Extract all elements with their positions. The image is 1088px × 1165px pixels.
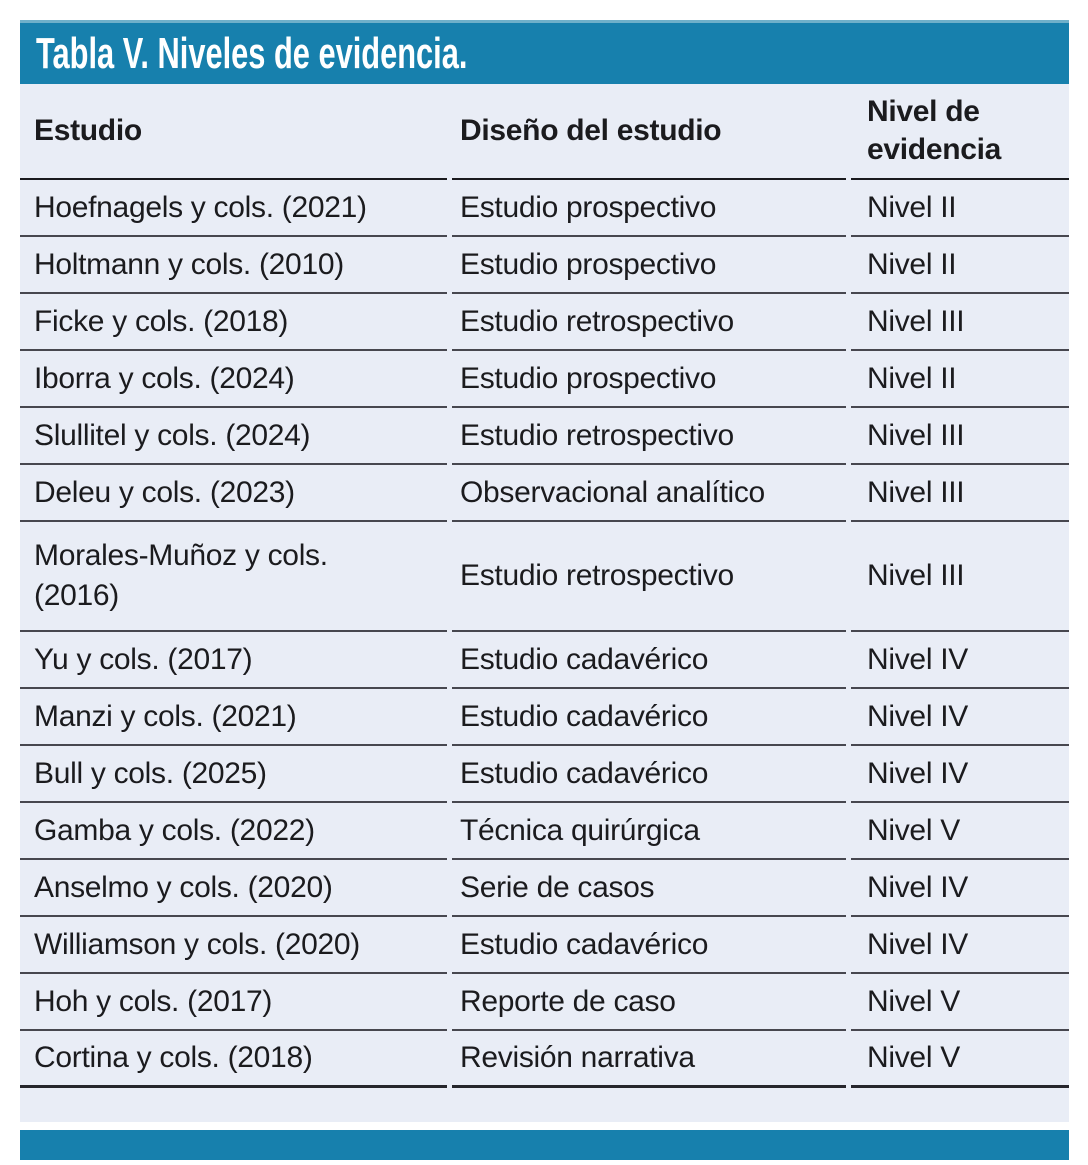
cell-nivel: Nivel IV <box>851 860 1069 917</box>
cell-diseno: Estudio prospectivo <box>452 180 846 237</box>
table-row: Anselmo y cols. (2020) Serie de casos Ni… <box>20 860 1069 917</box>
cell-diseno: Estudio cadavérico <box>452 917 846 974</box>
cell-estudio: Yu y cols. (2017) <box>20 632 447 689</box>
table-row: Ficke y cols. (2018) Estudio retrospecti… <box>20 294 1069 351</box>
cell-nivel: Nivel III <box>851 522 1069 632</box>
table-row: Deleu y cols. (2023) Observacional analí… <box>20 465 1069 522</box>
cell-estudio: Deleu y cols. (2023) <box>20 465 447 522</box>
table-row: Williamson y cols. (2020) Estudio cadavé… <box>20 917 1069 974</box>
cell-nivel: Nivel V <box>851 1031 1069 1088</box>
cell-estudio: Ficke y cols. (2018) <box>20 294 447 351</box>
cell-diseno: Serie de casos <box>452 860 846 917</box>
table-row: Bull y cols. (2025) Estudio cadavérico N… <box>20 746 1069 803</box>
table-row: Holtmann y cols. (2010) Estudio prospect… <box>20 237 1069 294</box>
cell-nivel: Nivel V <box>851 803 1069 860</box>
column-header-diseno: Diseño del estudio <box>452 84 846 180</box>
cell-estudio: Iborra y cols. (2024) <box>20 351 447 408</box>
cell-diseno: Reporte de caso <box>452 974 846 1031</box>
cell-nivel: Nivel II <box>851 237 1069 294</box>
cell-nivel: Nivel III <box>851 465 1069 522</box>
cell-estudio: Hoefnagels y cols. (2021) <box>20 180 447 237</box>
cell-diseno: Estudio prospectivo <box>452 237 846 294</box>
cell-diseno: Estudio cadavérico <box>452 746 846 803</box>
cell-estudio: Manzi y cols. (2021) <box>20 689 447 746</box>
cell-estudio: Slullitel y cols. (2024) <box>20 408 447 465</box>
evidence-table: Estudio Diseño del estudio Nivel de evid… <box>20 84 1069 1088</box>
cell-diseno: Observacional analítico <box>452 465 846 522</box>
cell-diseno: Revisión narrativa <box>452 1031 846 1088</box>
cell-nivel: Nivel III <box>851 294 1069 351</box>
cell-estudio: Holtmann y cols. (2010) <box>20 237 447 294</box>
column-header-estudio: Estudio <box>20 84 447 180</box>
cell-estudio: Cortina y cols. (2018) <box>20 1031 447 1088</box>
table-row: Hoefnagels y cols. (2021) Estudio prospe… <box>20 180 1069 237</box>
column-header-nivel: Nivel de evidencia <box>851 84 1069 180</box>
table-row: Slullitel y cols. (2024) Estudio retrosp… <box>20 408 1069 465</box>
table-row: Yu y cols. (2017) Estudio cadavérico Niv… <box>20 632 1069 689</box>
cell-nivel: Nivel II <box>851 180 1069 237</box>
table-row: Hoh y cols. (2017) Reporte de caso Nivel… <box>20 974 1069 1031</box>
cell-diseno: Estudio prospectivo <box>452 351 846 408</box>
cell-diseno: Técnica quirúrgica <box>452 803 846 860</box>
evidence-table-container: Estudio Diseño del estudio Nivel de evid… <box>20 84 1069 1122</box>
cell-nivel: Nivel IV <box>851 632 1069 689</box>
cell-estudio: Gamba y cols. (2022) <box>20 803 447 860</box>
cell-diseno: Estudio cadavérico <box>452 632 846 689</box>
table-title-band: Tabla V. Niveles de evidencia. <box>20 20 1069 84</box>
cell-nivel: Nivel III <box>851 408 1069 465</box>
cell-nivel: Nivel II <box>851 351 1069 408</box>
cell-nivel: Nivel IV <box>851 746 1069 803</box>
cell-estudio: Hoh y cols. (2017) <box>20 974 447 1031</box>
cell-estudio: Anselmo y cols. (2020) <box>20 860 447 917</box>
table-footer-band <box>20 1130 1069 1160</box>
cell-estudio: Williamson y cols. (2020) <box>20 917 447 974</box>
table-row: Gamba y cols. (2022) Técnica quirúrgica … <box>20 803 1069 860</box>
table-row: Cortina y cols. (2018) Revisión narrativ… <box>20 1031 1069 1088</box>
table-row: Morales-Muñoz y cols. (2016) Estudio ret… <box>20 522 1069 632</box>
cell-diseno: Estudio retrospectivo <box>452 522 846 632</box>
cell-diseno: Estudio retrospectivo <box>452 294 846 351</box>
table-row: Manzi y cols. (2021) Estudio cadavérico … <box>20 689 1069 746</box>
cell-nivel: Nivel IV <box>851 917 1069 974</box>
cell-nivel: Nivel IV <box>851 689 1069 746</box>
cell-estudio: Morales-Muñoz y cols. (2016) <box>20 522 447 632</box>
header-row: Estudio Diseño del estudio Nivel de evid… <box>20 84 1069 180</box>
cell-diseno: Estudio cadavérico <box>452 689 846 746</box>
table-row: Iborra y cols. (2024) Estudio prospectiv… <box>20 351 1069 408</box>
cell-nivel: Nivel V <box>851 974 1069 1031</box>
table-title: Tabla V. Niveles de evidencia. <box>36 28 468 78</box>
cell-diseno: Estudio retrospectivo <box>452 408 846 465</box>
cell-estudio: Bull y cols. (2025) <box>20 746 447 803</box>
